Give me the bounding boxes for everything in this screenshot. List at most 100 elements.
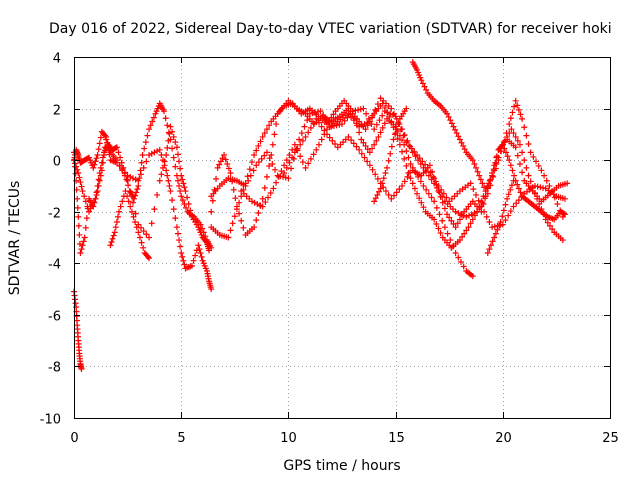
data-point — [460, 142, 467, 149]
data-point — [495, 157, 502, 164]
data-point — [564, 180, 571, 187]
data-point — [174, 151, 181, 158]
data-point — [461, 146, 468, 153]
data-point — [156, 146, 163, 153]
data-point — [418, 199, 425, 206]
data-point — [382, 170, 389, 177]
data-point — [154, 148, 161, 155]
data-point — [148, 220, 155, 227]
data-point — [554, 200, 561, 207]
data-point — [514, 181, 521, 188]
y-tick-label: 2 — [53, 104, 61, 119]
data-point — [202, 238, 209, 245]
data-point — [507, 208, 514, 215]
data-point — [404, 173, 411, 180]
data-point — [115, 149, 122, 156]
data-point — [427, 169, 434, 176]
data-point — [460, 263, 467, 270]
data-point — [479, 199, 486, 206]
data-point — [119, 167, 126, 174]
data-point — [455, 254, 462, 261]
data-point — [412, 169, 419, 176]
data-point — [181, 261, 188, 268]
data-point — [469, 157, 476, 164]
data-point — [178, 172, 185, 179]
data-point — [326, 134, 333, 141]
data-point — [232, 195, 239, 202]
data-point — [95, 146, 102, 153]
data-point — [412, 153, 419, 160]
data-point — [251, 151, 258, 158]
data-point — [549, 188, 556, 195]
data-point — [78, 366, 85, 373]
data-point — [90, 164, 97, 171]
data-point — [271, 131, 278, 138]
data-point — [364, 158, 371, 165]
data-point — [512, 144, 519, 151]
data-point — [353, 143, 360, 150]
data-point — [227, 170, 234, 177]
data-point — [453, 130, 460, 137]
data-point — [506, 157, 513, 164]
data-point — [380, 184, 387, 191]
data-point — [345, 110, 352, 117]
data-point — [78, 246, 85, 253]
data-point — [268, 151, 275, 158]
data-point — [310, 151, 317, 158]
data-point — [496, 222, 503, 229]
data-point — [77, 179, 84, 186]
data-point — [369, 112, 376, 119]
data-point — [173, 224, 180, 231]
data-point — [489, 238, 496, 245]
data-point — [376, 117, 383, 124]
data-point — [372, 171, 379, 178]
data-point — [265, 194, 272, 201]
data-point — [348, 113, 355, 120]
data-point — [318, 136, 325, 143]
data-point — [261, 152, 268, 159]
data-point — [95, 176, 102, 183]
series-trace-8 — [208, 97, 566, 251]
data-point — [414, 190, 421, 197]
data-point — [514, 137, 521, 144]
data-point — [242, 180, 249, 187]
data-point — [440, 190, 447, 197]
data-point — [544, 219, 551, 226]
data-point — [167, 123, 174, 130]
data-point — [262, 199, 269, 206]
data-point — [132, 192, 139, 199]
data-point — [510, 130, 517, 137]
y-tick-label: -8 — [48, 361, 61, 376]
data-point — [494, 226, 501, 233]
data-point — [364, 119, 371, 126]
data-point — [165, 177, 172, 184]
data-point — [507, 115, 514, 122]
data-point — [341, 117, 348, 124]
data-point — [511, 172, 518, 179]
data-point — [163, 151, 170, 158]
data-point — [417, 161, 424, 168]
data-point — [506, 121, 513, 128]
data-point — [72, 170, 79, 177]
data-point — [450, 123, 457, 130]
plot-frame — [74, 57, 611, 419]
data-point — [423, 168, 430, 175]
data-point — [266, 162, 273, 169]
data-point — [374, 101, 381, 108]
data-point — [375, 133, 382, 140]
data-point — [456, 216, 463, 223]
data-point — [79, 242, 86, 249]
data-point — [188, 262, 195, 269]
data-point — [460, 212, 467, 219]
data-point — [224, 161, 231, 168]
data-point — [371, 141, 378, 148]
data-point — [386, 113, 393, 120]
data-point — [140, 228, 147, 235]
data-point — [134, 186, 141, 193]
data-point — [428, 194, 435, 201]
data-point — [82, 198, 89, 205]
data-point — [444, 211, 451, 218]
data-point — [491, 223, 498, 230]
data-point — [527, 178, 534, 185]
data-point — [401, 132, 408, 139]
